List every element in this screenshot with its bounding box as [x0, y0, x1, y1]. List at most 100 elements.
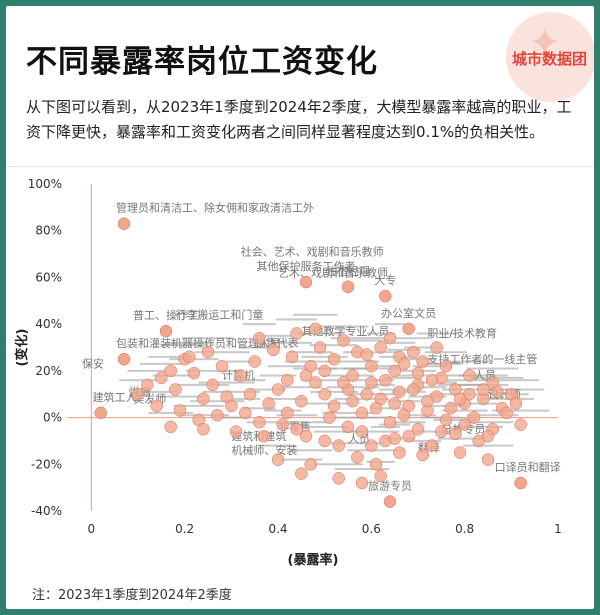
- data-point: [290, 423, 303, 436]
- data-point: [439, 413, 453, 427]
- overlapping-label-mark: [339, 339, 395, 342]
- overlapping-label-mark: [416, 332, 457, 335]
- overlapping-label-mark: [322, 411, 374, 414]
- data-point: [374, 469, 387, 483]
- y-tick-label: 0%: [43, 411, 62, 425]
- data-point: [309, 376, 322, 389]
- overlapping-label-mark: [194, 351, 250, 354]
- overlapping-label-mark: [127, 369, 168, 372]
- data-point: [341, 280, 355, 294]
- overlapping-label-mark: [288, 351, 333, 354]
- y-tick-label: 40%: [35, 317, 62, 331]
- overlapping-label-mark: [309, 390, 359, 393]
- data-point: [243, 387, 257, 401]
- data-point: [407, 383, 420, 396]
- overlapping-label-mark: [326, 360, 379, 363]
- overlapping-label-mark: [140, 362, 183, 365]
- data-point: [453, 392, 467, 406]
- overlapping-label-mark: [383, 376, 416, 379]
- data-point: [449, 427, 462, 441]
- divider: [6, 166, 594, 167]
- x-tick-label: 0.2: [175, 522, 194, 536]
- data-point: [416, 448, 429, 462]
- point-label: 机械师、安装: [231, 443, 297, 457]
- overlapping-label-mark: [309, 344, 359, 347]
- data-point: [299, 369, 313, 382]
- data-point: [402, 322, 415, 336]
- data-point: [425, 439, 439, 452]
- data-point: [150, 399, 163, 413]
- data-point: [467, 411, 481, 424]
- point-label: 大专: [374, 273, 396, 287]
- overlapping-label-mark: [177, 383, 229, 386]
- point-label: 职业/技术教育: [427, 326, 497, 340]
- overlapping-label-mark: [492, 409, 550, 412]
- overlapping-label-mark: [450, 402, 498, 405]
- data-point: [374, 341, 387, 354]
- data-point: [337, 376, 350, 389]
- data-point: [206, 378, 219, 392]
- overlapping-label-mark: [186, 369, 240, 372]
- data-point: [281, 406, 294, 420]
- overlapping-label-mark: [280, 458, 323, 461]
- overlapping-label-mark: [387, 400, 421, 403]
- data-point: [313, 341, 327, 354]
- brand-logo-badge: [506, 12, 594, 102]
- x-tick-label: 0.4: [268, 522, 287, 536]
- data-point: [509, 397, 523, 410]
- data-point: [491, 385, 504, 399]
- data-point: [351, 451, 364, 464]
- overlapping-label-mark: [466, 414, 519, 417]
- overlapping-label-mark: [221, 416, 251, 419]
- data-point: [346, 369, 359, 382]
- overlapping-label-mark: [429, 393, 473, 396]
- point-label: 行李搬运工和门童: [175, 307, 263, 321]
- data-point: [388, 432, 401, 445]
- point-label: 普工、操作工: [133, 308, 199, 322]
- overlapping-label-mark: [366, 383, 395, 386]
- data-point: [187, 366, 201, 380]
- point-label: 管理员和清洁工、除女佣和家政清洁工外: [116, 201, 314, 215]
- overlapping-label-mark: [462, 444, 514, 447]
- overlapping-label-mark: [301, 355, 348, 358]
- overlapping-label-mark: [370, 365, 400, 368]
- overlapping-label-mark: [226, 360, 256, 363]
- overlapping-label-mark: [272, 341, 312, 344]
- x-tick-label: 0: [88, 522, 96, 536]
- chart-description: 从下图可以看到，从2023年1季度到2024年2季度，大模型暴露率越高的职业，工…: [26, 98, 572, 141]
- overlapping-label-mark: [462, 421, 514, 424]
- data-point: [514, 476, 527, 490]
- data-point: [327, 352, 341, 366]
- data-point: [379, 373, 392, 387]
- data-point: [318, 387, 331, 401]
- data-point: [295, 394, 308, 408]
- point-label: 包装和灌装机器操作员和管理人员: [116, 336, 281, 350]
- overlapping-label-mark: [242, 407, 276, 410]
- data-point: [481, 430, 495, 443]
- overlapping-label-mark: [135, 390, 178, 393]
- overlapping-label-mark: [343, 430, 400, 433]
- data-point: [393, 446, 406, 459]
- data-point: [397, 408, 411, 422]
- data-point: [355, 406, 369, 420]
- overlapping-label-mark: [156, 395, 204, 398]
- data-point: [197, 392, 210, 406]
- overlapping-label-mark: [293, 313, 338, 316]
- data-point: [248, 355, 261, 368]
- overlapping-label-mark: [251, 388, 287, 391]
- y-tick-label: 100%: [28, 177, 62, 191]
- data-point: [365, 359, 378, 373]
- overlapping-label-mark: [198, 381, 255, 384]
- data-point: [299, 430, 313, 443]
- overlapping-label-mark: [366, 332, 395, 335]
- data-point: [141, 378, 154, 392]
- data-point: [253, 415, 266, 429]
- overlapping-label-mark: [177, 414, 229, 417]
- overlapping-label-mark: [479, 397, 534, 400]
- data-point: [211, 408, 224, 422]
- data-point: [164, 364, 177, 378]
- data-point: [309, 322, 322, 336]
- overlapping-label-mark: [458, 374, 509, 377]
- data-point: [281, 373, 294, 387]
- data-point: [430, 341, 443, 354]
